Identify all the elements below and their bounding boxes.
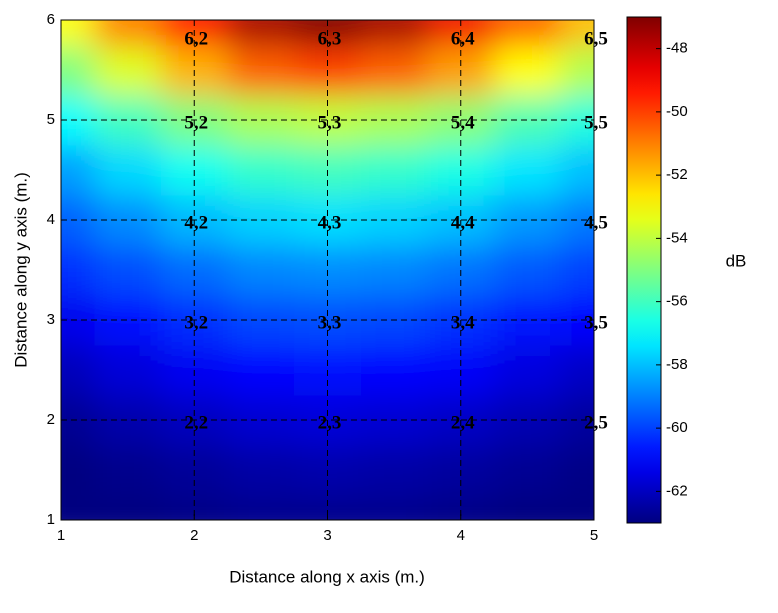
y-axis-label: Distance along y axis (m.) — [11, 172, 30, 368]
heat-cell — [61, 245, 95, 296]
point-label: 6,5 — [584, 28, 608, 49]
point-label: 4,5 — [584, 212, 608, 233]
heat-cell — [94, 445, 162, 496]
heat-cell — [560, 45, 594, 96]
colorbar — [626, 16, 662, 524]
point-label: 5,5 — [584, 112, 608, 133]
heat-cell — [61, 20, 95, 46]
heat-cell — [560, 345, 594, 396]
colorbar-tick-label: -48 — [666, 40, 688, 57]
point-label: 3,3 — [318, 312, 342, 333]
y-tick-label: 3 — [47, 311, 55, 328]
heat-cell — [360, 345, 428, 396]
heat-cell — [61, 45, 95, 96]
heat-cell — [560, 495, 594, 520]
point-label: 3,2 — [184, 312, 208, 333]
x-tick-label: 2 — [190, 527, 198, 544]
y-tick-label: 1 — [47, 511, 55, 528]
heat-cell — [560, 445, 594, 496]
point-label: 2,2 — [184, 412, 208, 433]
y-tick-label: 2 — [47, 411, 55, 428]
heat-cell — [360, 445, 428, 496]
heat-cell — [61, 345, 95, 396]
heat-cell — [94, 145, 162, 196]
heat-cell — [360, 45, 428, 96]
heat-cell — [61, 495, 95, 520]
point-label: 3,4 — [451, 312, 475, 333]
colorbar-tick-label: -50 — [666, 103, 688, 120]
heat-cell — [494, 20, 562, 46]
heat-cell — [560, 145, 594, 196]
colorbar-tick-label: -54 — [666, 229, 688, 246]
heat-cell — [227, 145, 295, 196]
heat-cell — [94, 495, 162, 520]
heat-cell — [360, 145, 428, 196]
point-label: 4,3 — [318, 212, 342, 233]
point-label: 5,2 — [184, 112, 208, 133]
heat-cell — [494, 45, 562, 96]
colorbar-tick-label: -62 — [666, 482, 688, 499]
point-label: 6,3 — [318, 28, 342, 49]
heat-cell — [227, 45, 295, 96]
point-label: 6,2 — [184, 28, 208, 49]
heat-cell — [227, 445, 295, 496]
heat-cell — [560, 245, 594, 296]
point-label: 5,3 — [318, 112, 342, 133]
heat-cell — [494, 145, 562, 196]
heat-cell — [94, 20, 162, 46]
heat-cell — [360, 20, 428, 46]
colorbar-label: dB — [726, 251, 747, 270]
heat-cell — [494, 345, 562, 396]
heat-cell — [94, 345, 162, 396]
point-label: 3,5 — [584, 312, 608, 333]
colorbar-tick-label: -58 — [666, 356, 688, 373]
y-tick-label: 5 — [47, 111, 55, 128]
heat-cell — [360, 495, 428, 520]
point-label: 2,5 — [584, 412, 608, 433]
heat-cell — [494, 495, 562, 520]
point-label: 2,4 — [451, 412, 475, 433]
point-label: 4,4 — [451, 212, 475, 233]
heat-cell — [227, 20, 295, 46]
point-label: 6,4 — [451, 28, 475, 49]
x-axis-label: Distance along x axis (m.) — [229, 567, 425, 586]
heat-cell — [494, 445, 562, 496]
heat-cell — [227, 495, 295, 520]
x-tick-label: 4 — [457, 527, 465, 544]
y-tick-label: 6 — [47, 11, 55, 28]
point-label: 5,4 — [451, 112, 475, 133]
x-tick-label: 1 — [57, 527, 65, 544]
heat-cell — [61, 445, 95, 496]
colorbar-tick-label: -56 — [666, 293, 688, 310]
colorbar-tick-label: -52 — [666, 166, 688, 183]
heat-cell — [94, 45, 162, 96]
point-label: 4,2 — [184, 212, 208, 233]
heat-cell — [494, 245, 562, 296]
heat-cell — [227, 345, 295, 396]
x-tick-label: 5 — [590, 527, 598, 544]
point-label: 2,3 — [318, 412, 342, 433]
y-tick-label: 4 — [47, 211, 55, 228]
heat-cell — [360, 245, 428, 296]
heat-cell — [560, 20, 594, 46]
colorbar-tick-label: -60 — [666, 419, 688, 436]
heat-cell — [61, 145, 95, 196]
heat-cell — [94, 245, 162, 296]
x-tick-label: 3 — [323, 527, 331, 544]
heat-cell — [227, 245, 295, 296]
